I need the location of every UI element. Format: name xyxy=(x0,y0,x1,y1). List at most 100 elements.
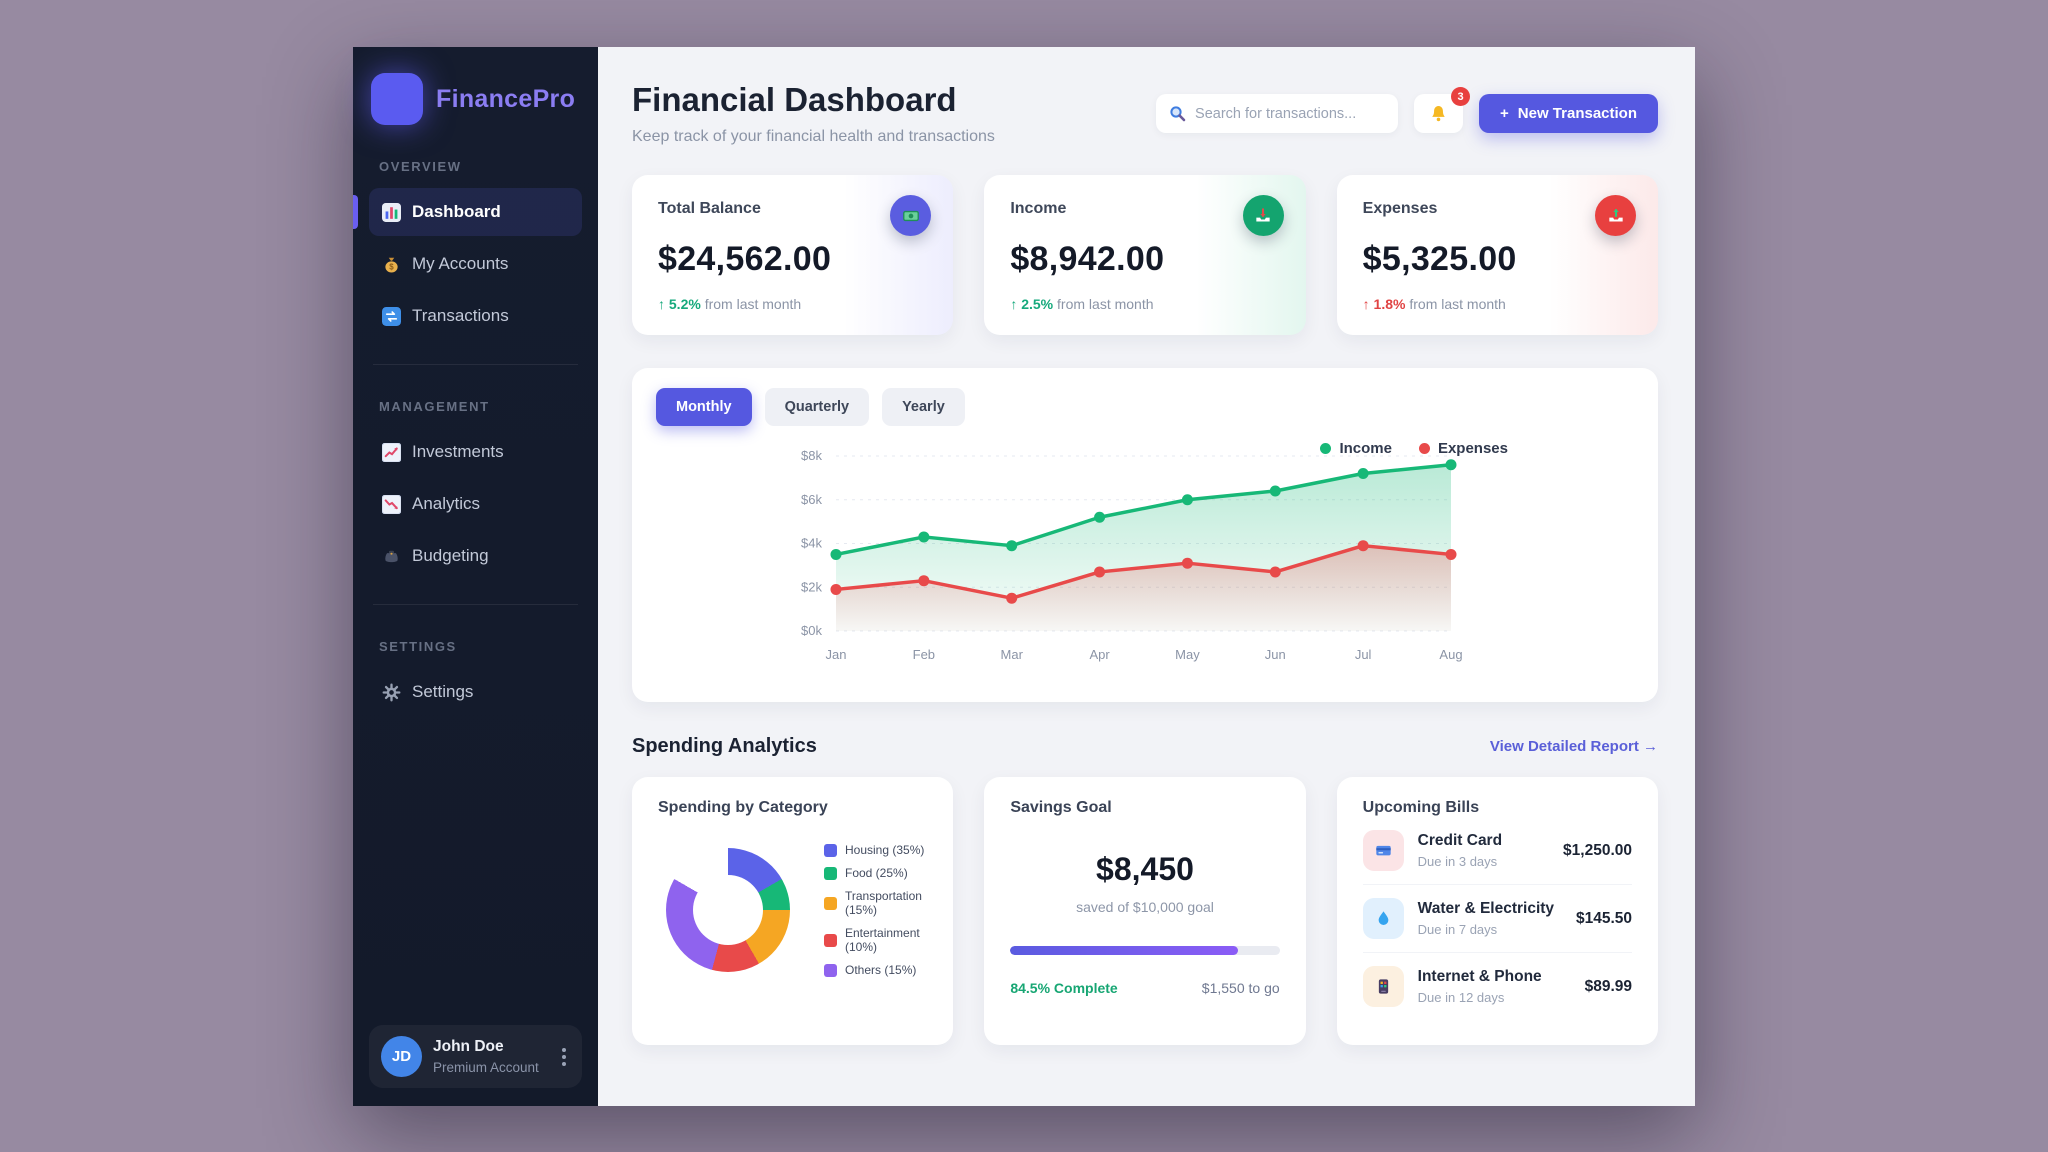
profile-menu-icon[interactable] xyxy=(558,1044,570,1070)
stat-label: Total Balance xyxy=(658,200,761,217)
plus-icon: + xyxy=(1500,105,1509,122)
bill-row-credit-card[interactable]: Credit Card Due in 3 days $1,250.00 xyxy=(1362,817,1632,885)
banknote-icon xyxy=(890,195,932,236)
svg-text:$: $ xyxy=(389,262,394,271)
divider xyxy=(373,364,578,365)
bill-due: Due in 3 days xyxy=(1417,854,1498,869)
stat-delta: ↑ 2.5% from last month xyxy=(1010,296,1154,312)
svg-text:$6k: $6k xyxy=(801,492,822,507)
svg-text:$0k: $0k xyxy=(801,623,822,638)
trend-chart-card: Monthly Quarterly Yearly Income Expenses… xyxy=(632,368,1658,702)
avatar: JD xyxy=(381,1036,422,1077)
legend-item: Food (25%) xyxy=(824,866,927,880)
period-tabs: Monthly Quarterly Yearly xyxy=(656,388,1634,426)
nav-label: Analytics xyxy=(412,494,481,513)
sidebar-item-transactions[interactable]: Transactions xyxy=(369,292,582,340)
stat-value: $24,562.00 xyxy=(658,240,832,278)
money-bag-icon: $ xyxy=(382,255,401,274)
bell-icon xyxy=(1429,104,1448,123)
view-detailed-report-link[interactable]: View Detailed Report → xyxy=(1489,738,1658,755)
donut-legend: Housing (35%) Food (25%) Transportation … xyxy=(824,843,927,977)
svg-text:May: May xyxy=(1175,647,1200,662)
notifications-button[interactable]: 3 xyxy=(1414,87,1471,133)
chart-down-icon xyxy=(382,494,401,514)
expenses-card: Expenses $5,325.00 ↑ 1.8% from last mont… xyxy=(1336,175,1658,335)
svg-text:Aug: Aug xyxy=(1439,647,1462,662)
bill-due: Due in 12 days xyxy=(1417,990,1505,1005)
main-content: Financial Dashboard Keep track of your f… xyxy=(598,47,1695,1106)
gear-icon xyxy=(382,683,401,702)
svg-text:$2k: $2k xyxy=(801,579,822,594)
divider xyxy=(373,604,578,605)
total-balance-card: Total Balance $24,562.00 ↑ 5.2% from las… xyxy=(632,175,954,335)
notification-badge: 3 xyxy=(1451,87,1471,106)
app-window: FinancePro OVERVIEW Dashboard $ My Accou… xyxy=(353,47,1695,1106)
savings-remaining: $1,550 to go xyxy=(1201,980,1280,996)
analytics-section-header: Spending Analytics View Detailed Report … xyxy=(632,735,1658,758)
legend-item: Housing (35%) xyxy=(824,843,927,857)
brand: FinancePro xyxy=(369,73,582,125)
legend-income: Income xyxy=(1320,440,1392,457)
tab-quarterly[interactable]: Quarterly xyxy=(764,388,870,426)
page-subtitle: Keep track of your financial health and … xyxy=(632,128,995,145)
bill-row-internet-phone[interactable]: Internet & Phone Due in 12 days $89.99 xyxy=(1362,953,1632,1020)
search-input[interactable] xyxy=(1195,105,1386,122)
purse-icon xyxy=(382,547,401,566)
mobile-phone-icon xyxy=(1362,966,1404,1007)
inbox-tray-icon xyxy=(1242,195,1284,236)
bill-row-water-electricity[interactable]: Water & Electricity Due in 7 days $145.5… xyxy=(1362,885,1632,953)
legend-item: Entertainment (10%) xyxy=(824,926,927,954)
savings-goal-card: Savings Goal $8,450 saved of $10,000 goa… xyxy=(984,777,1306,1045)
nav-label: My Accounts xyxy=(412,254,509,273)
savings-progress-fill xyxy=(1010,946,1238,955)
svg-text:Mar: Mar xyxy=(1001,647,1024,662)
sidebar-item-budgeting[interactable]: Budgeting xyxy=(369,532,582,580)
income-card: Income $8,942.00 ↑ 2.5% from last month xyxy=(984,175,1306,335)
nav-label: Transactions xyxy=(412,306,509,325)
svg-text:$4k: $4k xyxy=(801,536,822,551)
sidebar-item-settings[interactable]: Settings xyxy=(369,668,582,716)
sidebar-item-analytics[interactable]: Analytics xyxy=(369,480,582,528)
legend-item: Others (15%) xyxy=(824,963,927,977)
header: Financial Dashboard Keep track of your f… xyxy=(632,81,1658,146)
svg-text:Jul: Jul xyxy=(1355,647,1372,662)
category-donut-chart xyxy=(666,848,790,972)
nav-label: Settings xyxy=(412,682,474,701)
svg-text:Feb: Feb xyxy=(913,647,935,662)
credit-card-icon xyxy=(1362,830,1404,871)
user-profile-card[interactable]: JD John Doe Premium Account xyxy=(369,1025,582,1088)
card-title: Upcoming Bills xyxy=(1362,799,1480,816)
svg-text:Jun: Jun xyxy=(1265,647,1286,662)
tab-yearly[interactable]: Yearly xyxy=(882,388,965,426)
stat-label: Income xyxy=(1010,200,1067,217)
page-title: Financial Dashboard xyxy=(632,81,957,118)
brand-name: FinancePro xyxy=(436,84,576,113)
sidebar-item-my-accounts[interactable]: $ My Accounts xyxy=(369,240,582,288)
section-label-management: MANAGEMENT xyxy=(379,399,490,414)
svg-text:Apr: Apr xyxy=(1089,647,1110,662)
app-logo-icon xyxy=(371,73,423,125)
stat-label: Expenses xyxy=(1362,200,1438,217)
sidebar-item-investments[interactable]: Investments xyxy=(369,428,582,476)
savings-percent-complete: 84.5% Complete xyxy=(1010,980,1118,996)
nav-label: Investments xyxy=(412,442,504,461)
savings-subtitle: saved of $10,000 goal xyxy=(1076,899,1214,915)
stat-value: $5,325.00 xyxy=(1362,240,1517,278)
upcoming-bills-card: Upcoming Bills Credit Card Due in 3 days… xyxy=(1336,777,1658,1045)
header-actions: 3 + New Transaction xyxy=(1156,87,1658,133)
income-expenses-line-chart: $0k $2k $4k $6k $8k Jan Feb Mar Apr May Jun Jul Aug xyxy=(801,448,1463,662)
profile-plan: Premium Account xyxy=(433,1060,539,1075)
bill-amount: $89.99 xyxy=(1584,977,1632,995)
new-transaction-button[interactable]: + New Transaction xyxy=(1479,94,1658,133)
sidebar-item-dashboard[interactable]: Dashboard xyxy=(353,188,582,236)
svg-text:$8k: $8k xyxy=(801,448,822,463)
bill-amount: $1,250.00 xyxy=(1563,841,1632,859)
tab-monthly[interactable]: Monthly xyxy=(656,388,752,426)
nav-label: Budgeting xyxy=(412,546,489,565)
chart-up-icon xyxy=(382,442,401,462)
analytics-cards: Spending by Category Housing (35%) Food … xyxy=(632,777,1658,1045)
search-icon xyxy=(1169,105,1186,122)
spending-by-category-card: Spending by Category Housing (35%) Food … xyxy=(632,777,954,1045)
currency-exchange-icon xyxy=(382,306,401,326)
stat-delta: ↑ 1.8% from last month xyxy=(1362,296,1506,312)
